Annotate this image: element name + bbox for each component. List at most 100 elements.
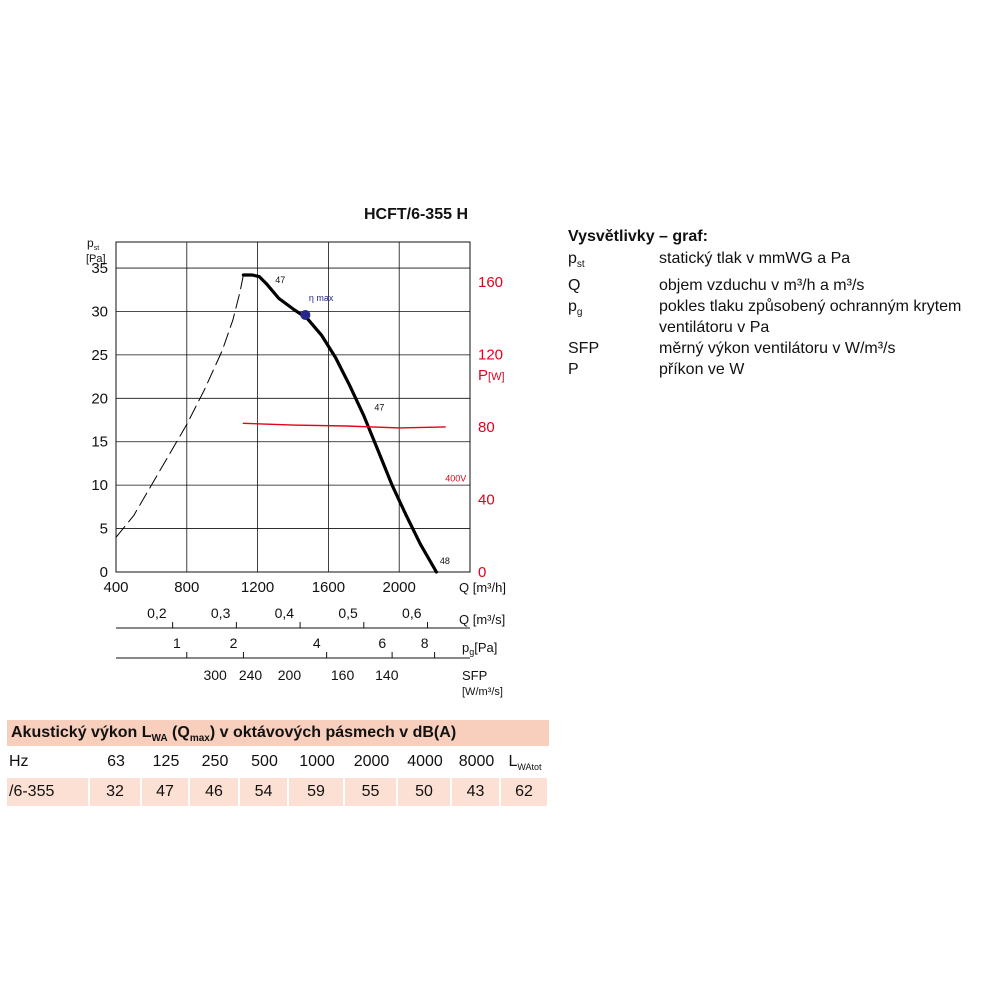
series-line-400V [242,422,446,429]
y-left-axis-unit: [Pa] [86,253,106,265]
secondary-tick-label: 0,4 [275,605,295,621]
acoustic-header-cell: 250 [201,753,229,770]
acoustic-title: Akustický výkon LWA (Qmax) v oktávových … [7,720,549,746]
secondary-tick-label: 200 [278,667,302,683]
acoustic-header-cell: 4000 [407,753,443,770]
acoustic-header-cell: Hz [9,753,29,770]
acoustic-header-cell: 1000 [299,753,335,770]
chart-axes [116,622,470,659]
legend-symbol: SFP [568,340,600,358]
x-tick-label: 2000 [383,579,416,596]
acoustic-title-sub1: WA [151,733,168,745]
y-left-tick-label: 5 [100,521,108,538]
secondary-axis-label: SFP [462,668,487,683]
secondary-tick-label: 0,5 [338,605,358,621]
legend-item: pg pokles tlaku způsobený ochranným kryte… [568,296,1000,338]
secondary-tick-label: 140 [375,667,399,683]
y-left-tick-label: 25 [91,347,108,364]
acoustic-value-cell: 46 [190,778,238,806]
y-left-tick-label: 30 [91,303,108,320]
legend-symbol: pg [568,298,583,319]
secondary-tick-label: 2 [230,635,238,651]
acoustic-header-cell: 2000 [353,753,390,770]
secondary-axis-label: pg[Pa] [462,640,497,657]
y-left-axis-label: pst [87,236,99,252]
acoustic-header-cell: 500 [251,753,278,770]
legend-symbol: P [568,361,579,379]
acoustic-value-cell: /6-355 [7,778,88,806]
acoustic-title-text1: Akustický výkon L [11,724,152,741]
acoustic-title-text2: (Q [167,724,190,741]
x-tick-label: 1600 [312,579,345,596]
secondary-tick-label: 160 [331,667,355,683]
acoustic-value-cell: 62 [501,778,547,806]
x-tick-label: 1200 [241,579,274,596]
acoustic-value-cell: 50 [398,778,450,806]
plot-frame [115,241,471,573]
secondary-tick-label: 6 [378,635,386,651]
acoustic-title-sub2: max [189,733,210,745]
acoustic-value-cell: 54 [240,778,287,806]
acoustic-value-cell: 47 [142,778,188,806]
chart-grid [115,241,471,573]
acoustic-header-cell: 125 [152,753,180,770]
secondary-tick-label: 240 [239,667,263,683]
acoustic-title-text3: ) v oktávových pásmech v dB(A) [209,724,457,741]
series-line-47 [241,273,438,574]
y-right-tick-label: 160 [478,274,503,291]
y-right-tick-label: 40 [478,491,495,508]
acoustic-value-cell: 55 [345,778,396,806]
series-line-dashed-1 [115,274,244,538]
eta-max-point [300,309,311,320]
y-left-tick-label: 20 [91,390,108,407]
annotation-label: 47 [374,402,384,412]
secondary-tick-label: 0,6 [402,605,422,621]
legend-description: příkon ve W [659,361,745,379]
legend-description: pokles tlaku způsobený ochranným krytem … [659,298,962,337]
acoustic-value-cell: 43 [452,778,499,806]
acoustic-header-cell: 63 [107,753,125,770]
secondary-tick-label: 4 [313,635,321,651]
legend-title: Vysvětlivky – graf: [568,228,708,245]
acoustic-header-row: Hz 63 125 250 500 1000 2000 4000 8000 LWAtot [7,748,549,776]
acoustic-value-row: /6-355 32 47 46 54 59 55 50 43 62 [7,778,549,806]
y-right-axis-label: P[W] [478,367,505,384]
legend-symbol: Q [568,277,581,295]
legend-description: objem vzduchu v m³/h a m³/s [659,277,865,295]
acoustic-header-cell: LWAtot [508,753,542,773]
secondary-axis-label: Q [m³/s] [459,612,505,627]
secondary-tick-label: 8 [421,635,429,651]
legend-symbol: pst [568,250,585,271]
y-left-tick-label: 35 [91,260,108,277]
chart-series [115,273,446,574]
annotation-label: 400V [445,474,466,484]
legend-description: měrný výkon ventilátoru v W/m³/s [659,340,896,358]
x-axis-label: Q [m³/h] [459,580,506,595]
secondary-axis-unit: [W/m³/s] [462,686,503,698]
legend-panel: Vysvětlivky – graf: pst statický tlak v m… [568,226,1000,380]
legend-description: statický tlak v mmWG a Pa [659,250,851,267]
acoustic-header-cell: 8000 [458,753,495,770]
annotation-label: 47 [275,275,285,285]
secondary-tick-label: 0,3 [211,605,231,621]
y-left-tick-label: 10 [91,477,108,494]
chart-title: HCFT/6-355 H [364,206,468,223]
secondary-tick-label: 1 [173,635,181,651]
acoustic-value-cell: 59 [289,778,343,806]
y-right-tick-label: 120 [478,346,503,363]
annotation-label: 48 [440,556,450,566]
legend-item: pst statický tlak v mmWG a Pa [568,248,1000,275]
secondary-tick-label: 0,2 [147,605,167,621]
annotation-label: η max [309,293,334,303]
y-right-tick-label: 80 [478,419,495,436]
acoustic-table: Akustický výkon LWA (Qmax) v oktávových … [7,720,549,806]
x-tick-label: 400 [103,579,128,596]
y-left-tick-label: 15 [91,434,108,451]
y-left-tick-label: 0 [100,564,108,581]
chart-labels: 0 5 10 15 20 25 30 35 pst[Pa] 0 40 80 120 160 P[W] 400 8… [86,236,506,698]
x-tick-label: 800 [174,579,199,596]
acoustic-value-cell: 32 [90,778,140,806]
legend-item: SFP měrný výkon ventilátoru v W/m³/s [568,338,1000,359]
